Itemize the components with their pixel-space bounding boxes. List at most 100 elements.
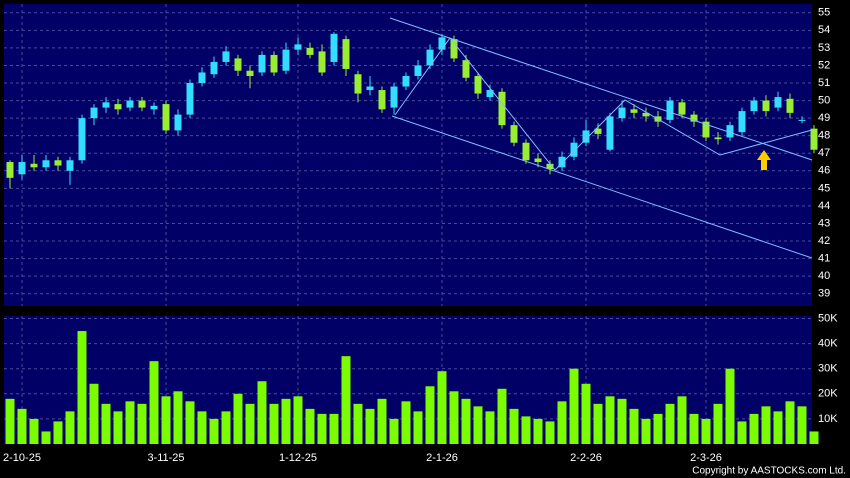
volume-bar (749, 413, 759, 444)
candle-body (6, 162, 14, 178)
volume-bar (185, 401, 195, 444)
y-tick-label: 53 (818, 42, 830, 54)
volume-bar (53, 421, 63, 444)
volume-bar (725, 368, 735, 444)
candle-body (630, 109, 638, 113)
candle-body (222, 51, 230, 62)
volume-bar (569, 368, 579, 444)
copyright: Copyright by AASTOCKS.com Ltd. (692, 466, 846, 477)
volume-bar (113, 411, 123, 444)
volume-bar (509, 408, 519, 444)
candle-body (198, 72, 206, 84)
trend-line (394, 37, 813, 171)
candle-body (762, 100, 770, 112)
candle-body (618, 107, 626, 119)
volume-bar (41, 431, 51, 444)
volume-bar (653, 413, 663, 444)
candle-body (486, 90, 494, 98)
price-panel (4, 4, 812, 306)
volume-bar (425, 386, 435, 444)
trend-lines (389, 17, 813, 259)
volume-bar (329, 413, 339, 444)
x-tick-label: 2-3-26 (690, 452, 722, 464)
volume-bar (101, 403, 111, 444)
volume-bar (533, 418, 543, 444)
candle-body (738, 111, 746, 133)
candle-body (534, 158, 542, 163)
candle-body (690, 114, 698, 122)
candle-body (774, 97, 782, 108)
candle-body (426, 49, 434, 66)
candle-body (162, 104, 170, 131)
candle-body (282, 49, 290, 71)
volume-bar (497, 388, 507, 444)
volume-bar (521, 416, 531, 444)
trend-line (389, 17, 813, 161)
candle-body (726, 125, 734, 138)
y-tick-label: 49 (818, 112, 830, 124)
candle-body (102, 102, 110, 108)
candle-body (138, 100, 146, 108)
candle-body (30, 163, 38, 168)
volume-bar (269, 403, 279, 444)
volume-bar (677, 396, 687, 444)
volume-bar (593, 403, 603, 444)
candle-body (462, 60, 470, 78)
candle-body (402, 75, 410, 87)
volume-bar (221, 411, 231, 444)
volume-bar (365, 408, 375, 444)
candle-body (246, 70, 254, 76)
candle-body (78, 118, 86, 161)
y-tick-label: 54 (818, 24, 830, 36)
candle-body (438, 37, 446, 50)
volume-bar (377, 398, 387, 444)
volume-bar (65, 411, 75, 444)
candle-body (270, 54, 278, 73)
candle-body (546, 163, 554, 170)
candle-body (678, 102, 686, 115)
y-tick-label: 39 (818, 288, 830, 300)
candle-body (174, 114, 182, 131)
marks (5, 32, 819, 444)
y-tick-label: 51 (818, 77, 830, 89)
candle-body (150, 105, 158, 110)
candle-body (330, 33, 338, 62)
volume-bar (689, 413, 699, 444)
volume-bar (173, 391, 183, 444)
y-tick-label: 55 (818, 7, 830, 19)
candle-body (186, 83, 194, 115)
volume-bar (293, 396, 303, 444)
trend-line (391, 115, 813, 259)
x-tick-label: 2-10-25 (3, 452, 41, 464)
volume-bar (305, 408, 315, 444)
x-tick-label: 1-12-25 (279, 452, 317, 464)
candle-body (642, 112, 650, 117)
volume-bar (485, 411, 495, 444)
candle-body (522, 142, 530, 161)
candle-body (786, 98, 794, 113)
x-tick-label: 3-11-25 (147, 452, 184, 464)
volume-bar (353, 403, 363, 444)
y-tick-label: 50 (818, 94, 830, 106)
candle-body (750, 100, 758, 112)
candle-body (366, 86, 374, 91)
volume-bar (665, 403, 675, 444)
y-tick-label: 40 (818, 270, 830, 282)
candle-body (90, 107, 98, 119)
candle-body (450, 39, 458, 59)
volume-bar (233, 393, 243, 444)
candle-body (810, 128, 818, 150)
y-tick-label: 42 (818, 235, 830, 247)
candle-body (342, 39, 350, 69)
candle-body (234, 58, 242, 71)
candle-body (798, 119, 806, 121)
x-tick-label: 2-1-26 (426, 452, 458, 464)
candle-body (318, 51, 326, 73)
y-tick-label: 10K (818, 413, 838, 425)
volume-bar (785, 401, 795, 444)
volume-bar (437, 371, 447, 444)
candle-body (42, 160, 50, 168)
volume-bar (89, 383, 99, 444)
candle-body (54, 160, 62, 166)
